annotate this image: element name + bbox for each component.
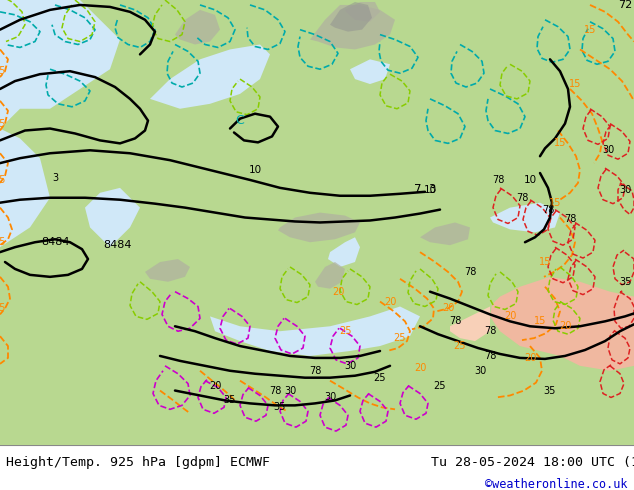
Text: 20: 20	[414, 363, 426, 373]
Text: 20: 20	[384, 296, 396, 307]
Polygon shape	[175, 10, 220, 45]
Text: 15: 15	[0, 303, 6, 314]
Text: 78: 78	[484, 351, 496, 361]
Text: Height/Temp. 925 hPa [gdpm] ECMWF: Height/Temp. 925 hPa [gdpm] ECMWF	[6, 457, 270, 469]
Text: 35: 35	[619, 277, 631, 287]
Text: 30: 30	[324, 392, 336, 402]
Text: 30: 30	[619, 185, 631, 195]
Text: 25: 25	[339, 326, 351, 336]
Text: 78: 78	[516, 193, 528, 203]
Text: 3: 3	[52, 173, 58, 183]
Text: 25: 25	[374, 373, 386, 383]
Text: 10: 10	[249, 165, 262, 175]
Text: 8484: 8484	[41, 237, 69, 247]
Text: 72: 72	[618, 0, 632, 10]
Polygon shape	[150, 45, 270, 109]
Polygon shape	[328, 237, 360, 267]
Polygon shape	[145, 259, 190, 282]
Polygon shape	[278, 213, 360, 242]
Text: 20: 20	[209, 381, 221, 391]
Text: 10: 10	[424, 185, 437, 195]
Polygon shape	[85, 188, 140, 247]
Text: 15: 15	[569, 79, 581, 89]
Text: 25: 25	[434, 381, 446, 391]
Text: 15: 15	[0, 175, 6, 185]
Polygon shape	[450, 307, 490, 341]
Text: 15: 15	[554, 138, 566, 148]
Text: 78: 78	[269, 386, 281, 395]
Text: 15: 15	[0, 66, 6, 76]
Text: 15: 15	[549, 197, 561, 208]
Text: 20: 20	[524, 353, 536, 363]
Text: 78: 78	[309, 366, 321, 376]
Text: 35: 35	[274, 402, 286, 413]
Polygon shape	[490, 277, 634, 371]
Text: 78: 78	[492, 175, 504, 185]
Text: 30: 30	[344, 361, 356, 371]
Text: 35: 35	[544, 386, 556, 395]
Text: 15: 15	[534, 317, 546, 326]
Text: Tu 28-05-2024 18:00 UTC (18+48): Tu 28-05-2024 18:00 UTC (18+48)	[431, 457, 634, 469]
Polygon shape	[350, 59, 390, 84]
Text: 78: 78	[542, 205, 554, 215]
Text: 7  3: 7 3	[414, 183, 436, 196]
Text: 78: 78	[564, 215, 576, 224]
Polygon shape	[315, 262, 345, 289]
Text: C: C	[236, 114, 244, 127]
Polygon shape	[420, 222, 470, 245]
Text: 25: 25	[394, 333, 406, 343]
Text: 8484: 8484	[104, 240, 133, 250]
Text: 25: 25	[454, 341, 466, 351]
Polygon shape	[0, 128, 50, 247]
Text: ©weatheronline.co.uk: ©weatheronline.co.uk	[485, 478, 628, 490]
Polygon shape	[310, 5, 395, 49]
Text: 20: 20	[442, 303, 454, 314]
Text: 30: 30	[284, 386, 296, 395]
Text: 30: 30	[602, 145, 614, 155]
Polygon shape	[345, 2, 380, 22]
Text: 15: 15	[0, 119, 6, 128]
Text: 20: 20	[559, 321, 571, 331]
Text: 78: 78	[484, 326, 496, 336]
Text: 15: 15	[584, 24, 596, 35]
Text: 35: 35	[224, 395, 236, 405]
Text: 20: 20	[504, 311, 516, 321]
Text: 15: 15	[539, 257, 551, 267]
Text: 30: 30	[474, 366, 486, 376]
Polygon shape	[0, 0, 120, 128]
Text: 78: 78	[464, 267, 476, 277]
Polygon shape	[210, 307, 420, 356]
Text: 20: 20	[332, 287, 344, 296]
Text: 78: 78	[449, 317, 461, 326]
Text: 10: 10	[524, 175, 536, 185]
Text: 15: 15	[0, 237, 6, 247]
Polygon shape	[330, 2, 372, 32]
Polygon shape	[490, 203, 560, 232]
